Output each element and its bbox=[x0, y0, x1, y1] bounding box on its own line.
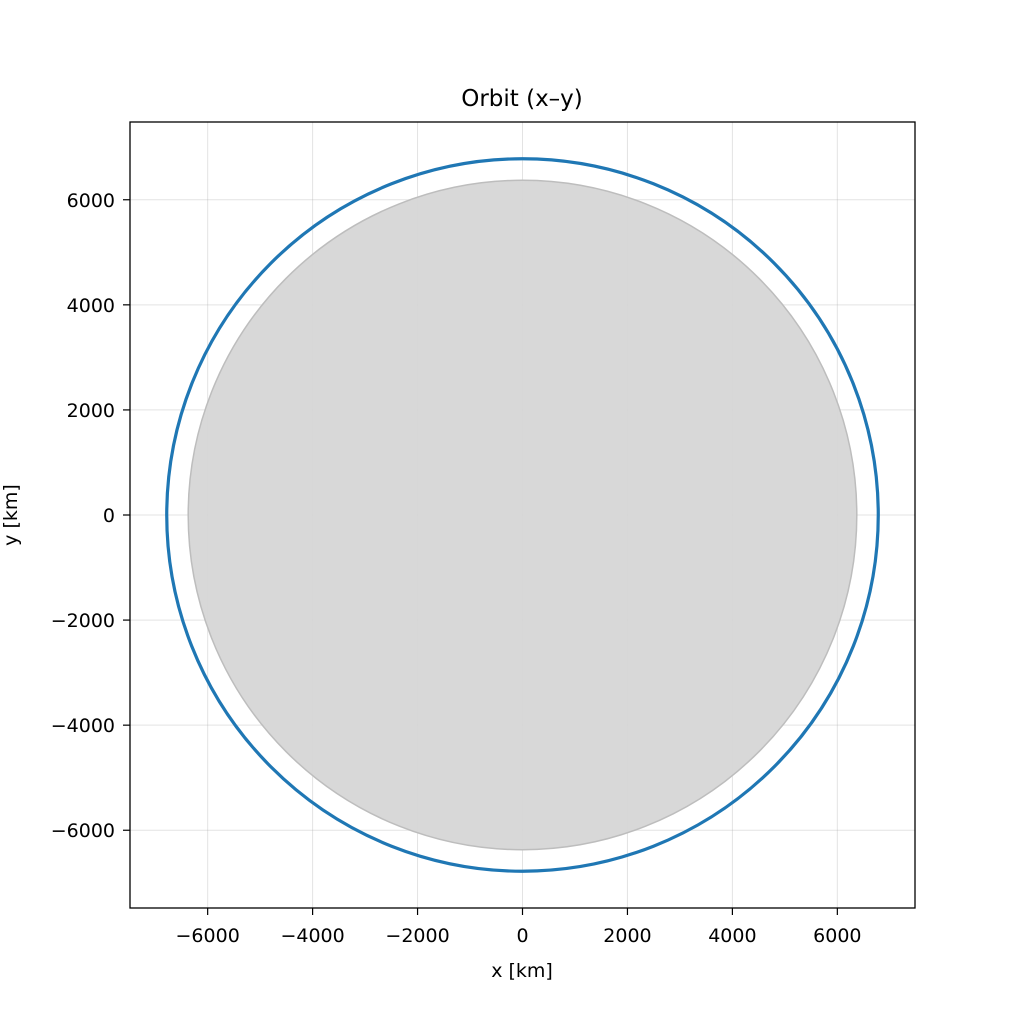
y-tick-label: 0 bbox=[103, 505, 115, 527]
y-tick-label: 2000 bbox=[67, 400, 115, 422]
chart-title: Orbit (x–y) bbox=[461, 86, 583, 112]
y-tick-label: −2000 bbox=[51, 610, 115, 632]
y-axis-label: y [km] bbox=[0, 484, 22, 546]
x-axis-label: x [km] bbox=[491, 960, 553, 982]
x-tick-label: −6000 bbox=[176, 925, 240, 947]
x-tick-label: 2000 bbox=[603, 925, 651, 947]
y-tick-label: 4000 bbox=[67, 295, 115, 317]
plot-area: −6000 −4000 −2000 0 2000 4000 6000 −6000 −4000 −2… bbox=[51, 121, 916, 947]
x-tick-label: −4000 bbox=[280, 925, 344, 947]
x-tick-label: 6000 bbox=[813, 925, 861, 947]
x-tick-label: 0 bbox=[516, 925, 528, 947]
y-tick-label: 6000 bbox=[67, 190, 115, 212]
y-tick-label: −4000 bbox=[51, 715, 115, 737]
y-tick-label: −6000 bbox=[51, 820, 115, 842]
earth-disc bbox=[187, 179, 858, 851]
x-tick-label: −2000 bbox=[385, 925, 449, 947]
orbit-line bbox=[165, 157, 880, 873]
x-tick-label: 4000 bbox=[708, 925, 756, 947]
